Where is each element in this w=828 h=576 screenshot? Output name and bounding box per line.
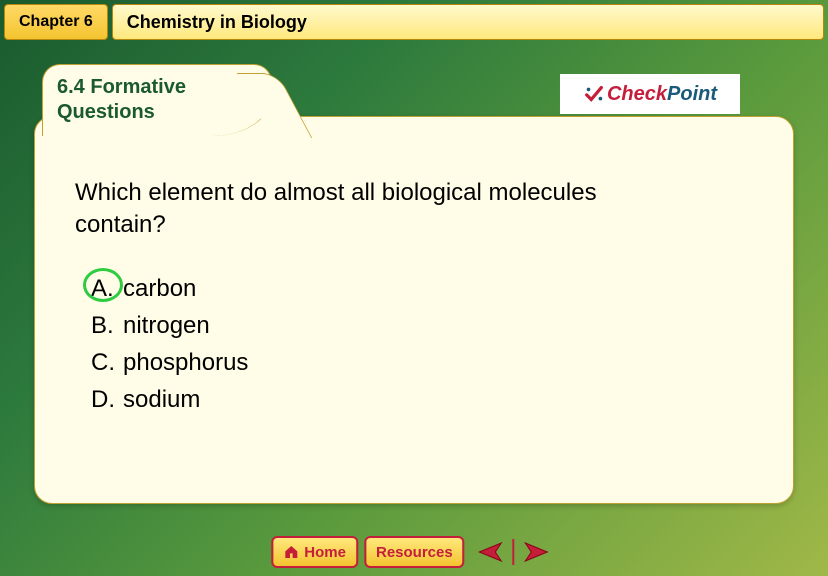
checkpoint-icon	[583, 83, 605, 105]
resources-button[interactable]: Resources	[364, 536, 465, 568]
home-icon	[283, 544, 299, 560]
answer-c[interactable]: C.phosphorus	[91, 344, 753, 381]
folder-tab: 6.4 Formative Questions	[42, 64, 272, 136]
answer-letter: B.	[91, 307, 123, 344]
checkpoint-text: CheckPoint	[607, 83, 717, 106]
chapter-title: Chemistry in Biology	[127, 12, 307, 33]
chapter-label: Chapter 6	[19, 13, 93, 31]
slide-frame: Chapter 6 Chemistry in Biology CheckPoin…	[0, 0, 828, 576]
checkpoint-point: Point	[667, 83, 717, 105]
section-number: 6.4	[57, 76, 85, 98]
answer-letter: C.	[91, 344, 123, 381]
home-label: Home	[304, 544, 346, 561]
answer-b[interactable]: B.nitrogen	[91, 307, 753, 344]
answer-text: carbon	[123, 275, 196, 302]
answer-text: sodium	[123, 386, 200, 413]
answer-letter: D.	[91, 381, 123, 418]
chapter-title-bar: Chemistry in Biology	[112, 4, 824, 40]
home-button[interactable]: Home	[271, 536, 358, 568]
arrow-left-icon	[474, 539, 504, 565]
header-bar: Chapter 6 Chemistry in Biology	[4, 4, 824, 40]
answer-text: phosphorus	[123, 349, 248, 376]
next-button[interactable]	[521, 537, 557, 567]
question-text: Which element do almost all biological m…	[75, 177, 635, 242]
folder-body: Which element do almost all biological m…	[34, 116, 794, 504]
arrow-right-icon	[524, 539, 554, 565]
bottom-nav: Home Resources	[271, 536, 556, 568]
answer-text: nitrogen	[123, 312, 210, 339]
resources-label: Resources	[376, 544, 453, 561]
content-area: CheckPoint 6.4 Formative Questions Which…	[34, 64, 794, 504]
prev-button[interactable]	[471, 537, 507, 567]
answer-list: A.carbon B.nitrogen C.phosphorus D.sodiu…	[75, 270, 753, 419]
section-label: 6.4 Formative Questions	[57, 75, 257, 125]
checkpoint-check: Check	[607, 83, 667, 105]
answer-a[interactable]: A.carbon	[91, 270, 753, 307]
answer-d[interactable]: D.sodium	[91, 381, 753, 418]
chapter-tab: Chapter 6	[4, 4, 108, 40]
nav-separator	[513, 539, 515, 565]
checkpoint-badge: CheckPoint	[560, 74, 740, 114]
answer-letter: A.	[91, 270, 123, 307]
